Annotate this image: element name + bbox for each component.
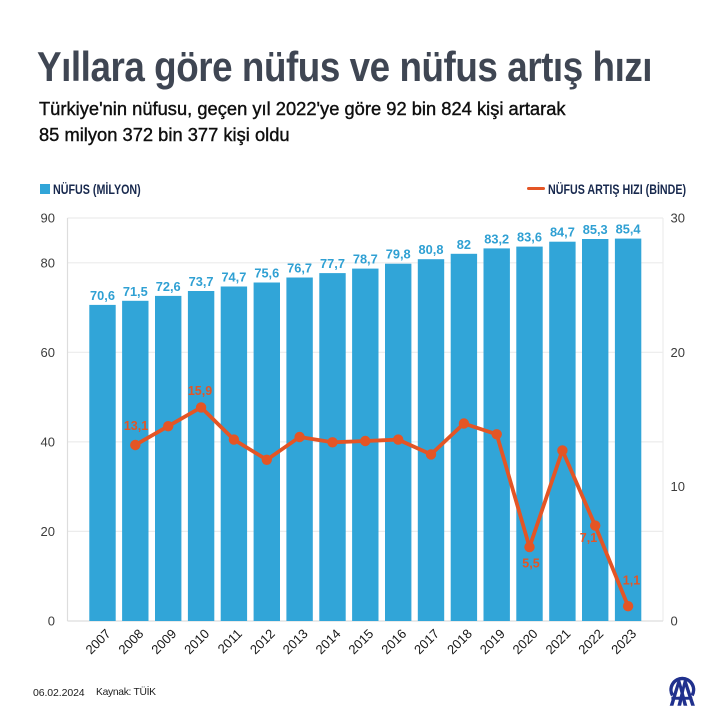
svg-text:85,4: 85,4 (616, 222, 642, 237)
svg-text:83,2: 83,2 (484, 231, 509, 246)
svg-text:2008: 2008 (115, 626, 146, 657)
svg-text:7,1: 7,1 (580, 531, 597, 545)
svg-text:78,7: 78,7 (353, 252, 378, 267)
svg-text:2019: 2019 (477, 626, 508, 657)
svg-text:2014: 2014 (313, 626, 344, 657)
svg-text:90: 90 (41, 211, 55, 226)
svg-text:73,7: 73,7 (189, 274, 214, 289)
svg-text:71,5: 71,5 (123, 284, 148, 299)
svg-text:2007: 2007 (83, 626, 114, 657)
svg-text:5,5: 5,5 (522, 557, 539, 571)
svg-text:79,8: 79,8 (386, 247, 411, 262)
svg-text:2016: 2016 (378, 626, 409, 657)
svg-text:15,9: 15,9 (188, 384, 212, 398)
svg-text:72,6: 72,6 (156, 279, 181, 294)
svg-text:2009: 2009 (148, 626, 179, 657)
svg-text:20: 20 (671, 345, 685, 360)
svg-text:30: 30 (671, 211, 685, 226)
svg-text:2010: 2010 (181, 626, 212, 657)
svg-text:1,1: 1,1 (623, 574, 640, 588)
svg-text:20: 20 (41, 524, 55, 539)
svg-text:0: 0 (48, 614, 55, 629)
svg-text:75,6: 75,6 (254, 266, 279, 281)
svg-text:2022: 2022 (575, 626, 606, 657)
svg-text:76,7: 76,7 (287, 261, 312, 276)
svg-text:84,7: 84,7 (550, 225, 575, 240)
svg-text:2015: 2015 (345, 626, 376, 657)
svg-text:2017: 2017 (411, 626, 442, 657)
svg-text:85,3: 85,3 (583, 222, 608, 237)
svg-text:2012: 2012 (247, 626, 278, 657)
svg-text:2011: 2011 (215, 626, 245, 656)
svg-text:2020: 2020 (510, 626, 541, 657)
svg-text:10: 10 (671, 479, 685, 494)
svg-text:2023: 2023 (608, 626, 639, 657)
svg-text:83,6: 83,6 (517, 230, 542, 245)
svg-text:0: 0 (671, 614, 678, 629)
svg-text:70,6: 70,6 (90, 288, 115, 303)
svg-text:2021: 2021 (542, 626, 573, 657)
svg-text:80: 80 (41, 255, 55, 270)
svg-text:13,1: 13,1 (124, 419, 148, 433)
svg-text:82: 82 (457, 237, 471, 252)
svg-text:2018: 2018 (444, 626, 475, 657)
svg-text:40: 40 (41, 434, 55, 449)
svg-text:74,7: 74,7 (221, 270, 246, 285)
svg-text:80,8: 80,8 (419, 242, 444, 257)
svg-text:60: 60 (41, 345, 55, 360)
svg-text:2013: 2013 (280, 626, 311, 657)
svg-text:77,7: 77,7 (320, 256, 345, 271)
